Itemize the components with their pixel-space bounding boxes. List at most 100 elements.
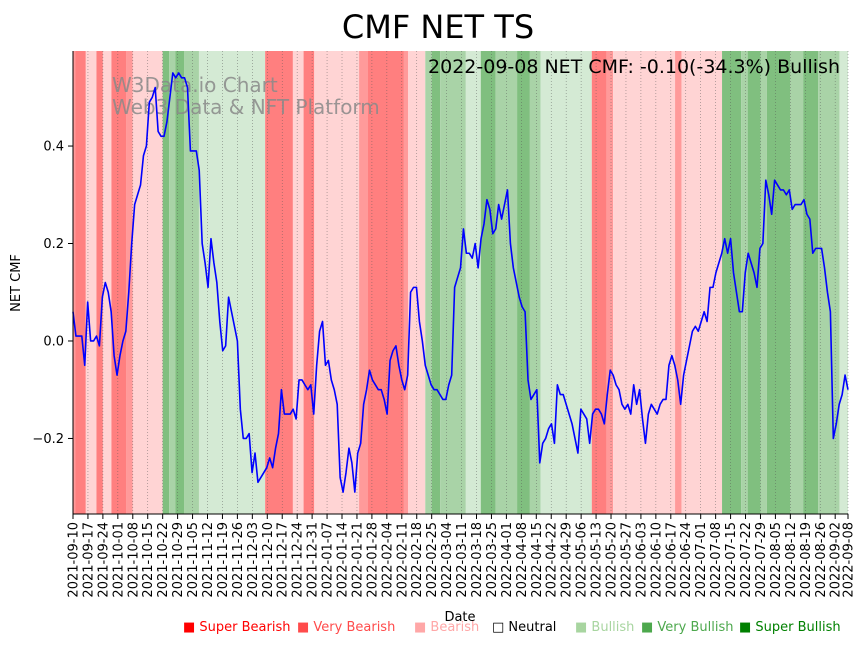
x-tick-label: 2022-05-27: [619, 522, 634, 598]
regime-band-bullish: [425, 51, 432, 514]
legend-item-very-bearish: ■ Very Bearish: [297, 620, 396, 635]
regime-band-bullish: [169, 51, 176, 514]
x-tick-label: 2022-08-26: [814, 522, 829, 598]
x-tick-label: 2021-10-22: [156, 522, 171, 598]
regime-band-super-bearish: [303, 51, 315, 514]
legend-item-neutral: □ Neutral: [492, 620, 557, 635]
regime-band-very-bullish: [431, 51, 441, 514]
x-tick-label: 2021-11-19: [216, 522, 231, 598]
regime-band-bearish: [292, 51, 304, 514]
x-tick-label: 2021-11-05: [186, 522, 201, 598]
x-tick-label: 2021-10-01: [111, 522, 126, 598]
x-axis-label: Date: [444, 610, 475, 625]
legend-item-bearish: ■ Bearish: [414, 620, 480, 635]
x-tick-label: 2022-08-12: [784, 522, 799, 598]
regime-band-bearish: [613, 51, 676, 514]
x-tick-label: 2022-06-03: [634, 522, 649, 598]
x-tick-label: 2022-04-22: [545, 522, 560, 598]
x-tick-label: 2022-04-01: [500, 522, 515, 598]
x-tick-label: 2022-02-04: [380, 522, 395, 598]
regime-band-super-bearish: [111, 51, 127, 514]
x-tick-label: 2022-08-05: [769, 522, 784, 598]
y-axis-ticks: 0.4 0.2 0.0 −0.2: [32, 140, 73, 447]
x-tick-label: 2022-07-08: [709, 522, 724, 598]
x-tick-label: 2022-04-29: [560, 522, 575, 598]
x-tick-label: 2021-10-29: [171, 522, 186, 598]
x-tick-label: 2022-03-18: [470, 522, 485, 598]
x-tick-label: 2022-07-29: [754, 522, 769, 598]
x-tick-label: 2022-04-15: [530, 522, 545, 598]
x-tick-label: 2021-12-10: [261, 522, 276, 598]
regime-band-very-bearish: [675, 51, 682, 514]
x-tick-label: 2021-09-17: [81, 522, 96, 598]
x-tick-label: 2022-02-18: [410, 522, 425, 598]
regime-band-bearish: [314, 51, 360, 514]
chart-subtitle: 2022-09-08 NET CMF: -0.10(-34.3%) Bullis…: [428, 56, 840, 78]
x-tick-label: 2021-10-08: [126, 522, 141, 598]
regime-band-very-bullish: [747, 51, 761, 514]
regime-band-neutral: [839, 51, 848, 514]
regime-band-bullish: [529, 51, 541, 514]
regime-band-bullish: [184, 51, 199, 514]
regime-band-super-bearish: [96, 51, 103, 514]
x-tick-label: 2022-05-20: [605, 522, 620, 598]
regime-band-super-bearish: [367, 51, 404, 514]
x-tick-label: 2022-01-07: [321, 522, 336, 598]
x-tick-label: 2022-05-13: [590, 522, 605, 598]
regime-band-bullish: [760, 51, 767, 514]
regime-band-very-bullish: [480, 51, 496, 514]
regime-band-bearish: [681, 51, 723, 514]
x-tick-label: 2022-07-01: [694, 522, 709, 598]
x-tick-label: 2022-06-17: [664, 522, 679, 598]
x-tick-label: 2022-06-10: [649, 522, 664, 598]
regime-band-very-bullish: [722, 51, 742, 514]
x-tick-label: 2022-02-11: [395, 522, 410, 598]
x-tick-label: 2022-09-08: [842, 522, 857, 598]
regime-band-super-bearish: [265, 51, 293, 514]
x-tick-label: 2022-07-15: [724, 522, 739, 598]
regime-band-neutral: [198, 51, 266, 514]
x-tick-label: 2022-02-25: [425, 522, 440, 598]
regime-band-bullish: [440, 51, 466, 514]
y-axis-label: NET CMF: [9, 254, 24, 312]
regime-band-very-bearish: [403, 51, 409, 514]
legend-item-very-bullish: ■ Very Bullish: [641, 620, 734, 635]
chart-title: CMF NET TS: [342, 8, 534, 46]
regime-band-bearish: [102, 51, 112, 514]
regime-band-bullish: [790, 51, 804, 514]
x-tick-label: 2022-01-28: [365, 522, 380, 598]
x-tick-label: 2021-12-24: [291, 522, 306, 598]
x-tick-label: 2022-01-14: [336, 522, 351, 598]
regime-band-super-bearish: [75, 51, 86, 514]
x-tick-label: 2022-06-24: [679, 522, 694, 598]
x-tick-label: 2022-05-06: [575, 522, 590, 598]
axes: [72, 51, 848, 515]
x-tick-label: 2022-03-04: [440, 522, 455, 598]
x-tick-label: 2021-11-26: [231, 522, 246, 598]
x-tick-label: 2022-07-22: [739, 522, 754, 598]
x-axis-ticks: 2021-09-10 2021-09-17 2021-09-24 2021-10-01…: [67, 514, 857, 598]
regime-band-very-bearish: [73, 51, 76, 514]
x-tick-label: 2022-08-19: [799, 522, 814, 598]
regime-band-very-bullish: [517, 51, 530, 514]
x-tick-label: 2021-10-15: [141, 522, 156, 598]
x-tick-label: 2022-09-02: [829, 522, 844, 598]
regime-band-very-bearish: [359, 51, 368, 514]
x-tick-label: 2021-12-03: [246, 522, 261, 598]
x-tick-label: 2022-03-11: [455, 522, 470, 598]
net-cmf-line: [72, 72, 849, 493]
regime-band-neutral: [465, 51, 481, 514]
regime-band-very-bullish: [162, 51, 170, 514]
regime-band-very-bullish: [766, 51, 791, 514]
y-tick-label: 0.0: [43, 334, 64, 349]
x-tick-label: 2021-09-10: [67, 522, 82, 598]
y-tick-label: 0.2: [43, 237, 64, 252]
legend-item-super-bearish: ■ Super Bearish: [183, 620, 291, 635]
regime-band-bullish: [818, 51, 840, 514]
y-tick-label: −0.2: [32, 432, 64, 447]
x-tick-label: 2022-01-21: [350, 522, 365, 598]
legend-item-super-bullish: ■ Super Bullish: [739, 620, 841, 635]
x-tick-label: 2021-12-31: [306, 522, 321, 598]
x-tick-label: 2022-04-08: [515, 522, 530, 598]
